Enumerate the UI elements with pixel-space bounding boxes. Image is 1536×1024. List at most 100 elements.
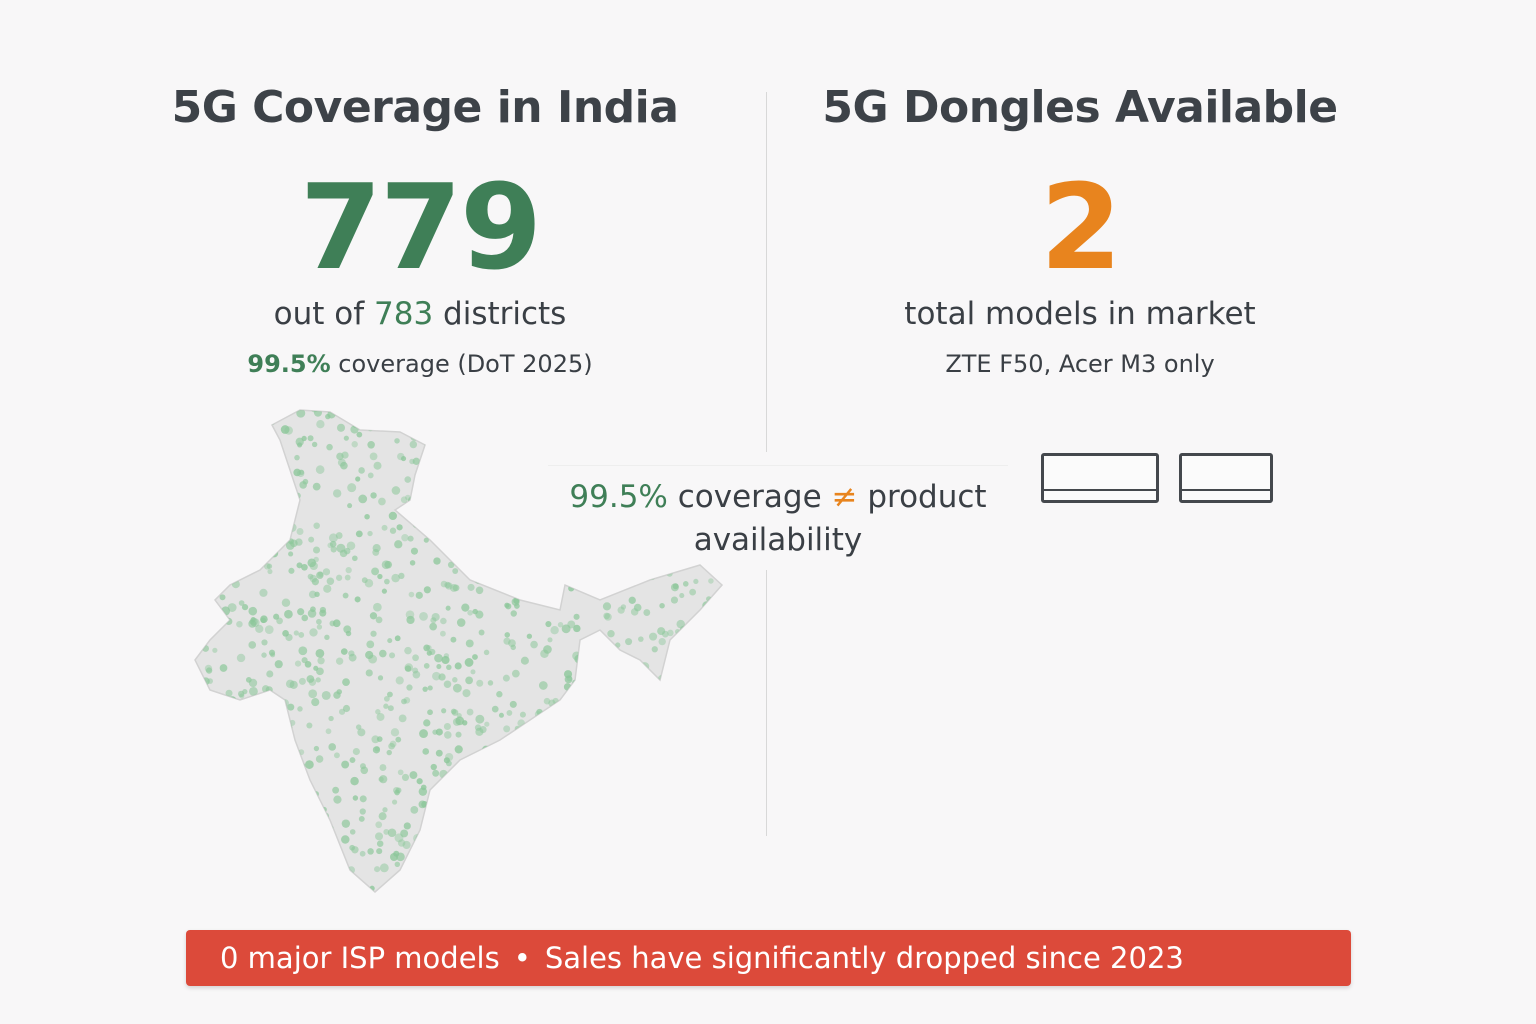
coverage-dot [249,780,258,789]
coverage-dot [447,410,454,413]
coverage-dot [284,865,293,875]
coverage-dot [311,698,320,707]
coverage-dot [720,862,722,870]
coverage-dot [349,844,355,851]
coverage-dot [270,476,277,483]
coverage-dot [365,650,374,660]
coverage-dot [200,884,208,892]
coverage-dot [447,846,453,852]
coverage-dot [663,566,669,573]
coverage-dot [561,624,571,634]
coverage-dot [268,418,276,425]
coverage-dot [277,844,287,853]
coverage-dot [542,780,550,787]
coverage-dot [423,719,431,727]
coverage-dot [410,433,419,442]
coverage-dot [267,854,273,860]
coverage-dot [389,652,396,659]
coverage-dot [498,712,504,718]
coverage-dot [289,834,298,844]
coverage-dot [599,448,605,455]
coverage-dot [475,586,484,595]
coverage-dot [579,676,586,684]
coverage-dot [680,846,686,852]
coverage-dot [379,775,388,784]
coverage-dot [620,604,627,610]
coverage-dot [607,877,614,885]
coverage-dot [452,677,458,683]
coverage-dot [554,799,562,807]
coverage-dot [289,819,298,828]
coverage-dot [519,711,526,718]
coverage-dot [520,656,529,665]
coverage-dot [555,749,561,755]
coverage-dot [552,812,561,822]
coverage-dot [284,609,293,619]
coverage-dot [613,426,621,433]
coverage-dot [538,592,547,601]
coverage-dot [520,539,529,548]
coverage-dot [280,783,287,790]
coverage-dot [709,675,718,683]
coverage-dot [281,839,288,846]
coverage-dot [494,859,504,868]
coverage-dot [381,588,388,594]
coverage-dot [717,630,722,639]
coverage-dot [326,846,334,853]
coverage-dot [685,656,691,662]
coverage-dot [472,654,478,660]
coverage-dot [435,490,441,497]
coverage-dot [542,830,548,837]
coverage-dot [410,547,419,555]
coverage-dot [618,805,624,812]
coverage-dot [654,841,663,850]
coverage-dot [450,791,458,799]
coverage-dot [241,852,250,861]
coverage-dot [314,591,320,598]
coverage-dot [671,715,677,721]
coverage-dot [286,787,292,794]
coverage-dot [616,664,623,671]
coverage-dot [476,538,484,545]
coverage-dot [418,421,424,427]
coverage-dot [615,642,621,648]
coverage-dot [288,538,295,545]
coverage-dot [366,640,375,649]
coverage-dot [666,781,675,791]
coverage-dot [425,645,432,651]
coverage-dot [533,716,542,725]
coverage-dot [503,637,511,645]
coverage-dot [298,632,305,638]
coverage-dot [335,657,344,665]
coverage-dot [340,648,348,655]
coverage-dot [663,700,671,707]
india-coverage-map [194,409,724,893]
coverage-dot [426,520,433,527]
coverage-dot [419,488,426,495]
coverage-dot [264,563,271,570]
coverage-dot [571,829,579,836]
coverage-dot [396,852,405,862]
coverage-dot [401,773,410,782]
coverage-dot [376,848,383,855]
coverage-dot [404,476,412,483]
coverage-dot [422,748,430,755]
coverage-dot [306,722,313,729]
coverage-dot [444,581,451,589]
coverage-dot [378,497,386,506]
coverage-dot [338,708,346,715]
coverage-dot [606,845,616,855]
coverage-dot [582,577,591,587]
coverage-dot [685,851,694,859]
coverage-dot [409,512,416,519]
coverage-dot [462,529,471,538]
coverage-dot [714,883,721,891]
coverage-dot [472,854,479,862]
coverage-dot [468,568,476,576]
coverage-dot [691,451,700,461]
coverage-dot [558,747,566,755]
coverage-dot [398,714,407,723]
coverage-dot [248,619,257,628]
coverage-dot [301,819,308,827]
coverage-dot [278,884,286,892]
